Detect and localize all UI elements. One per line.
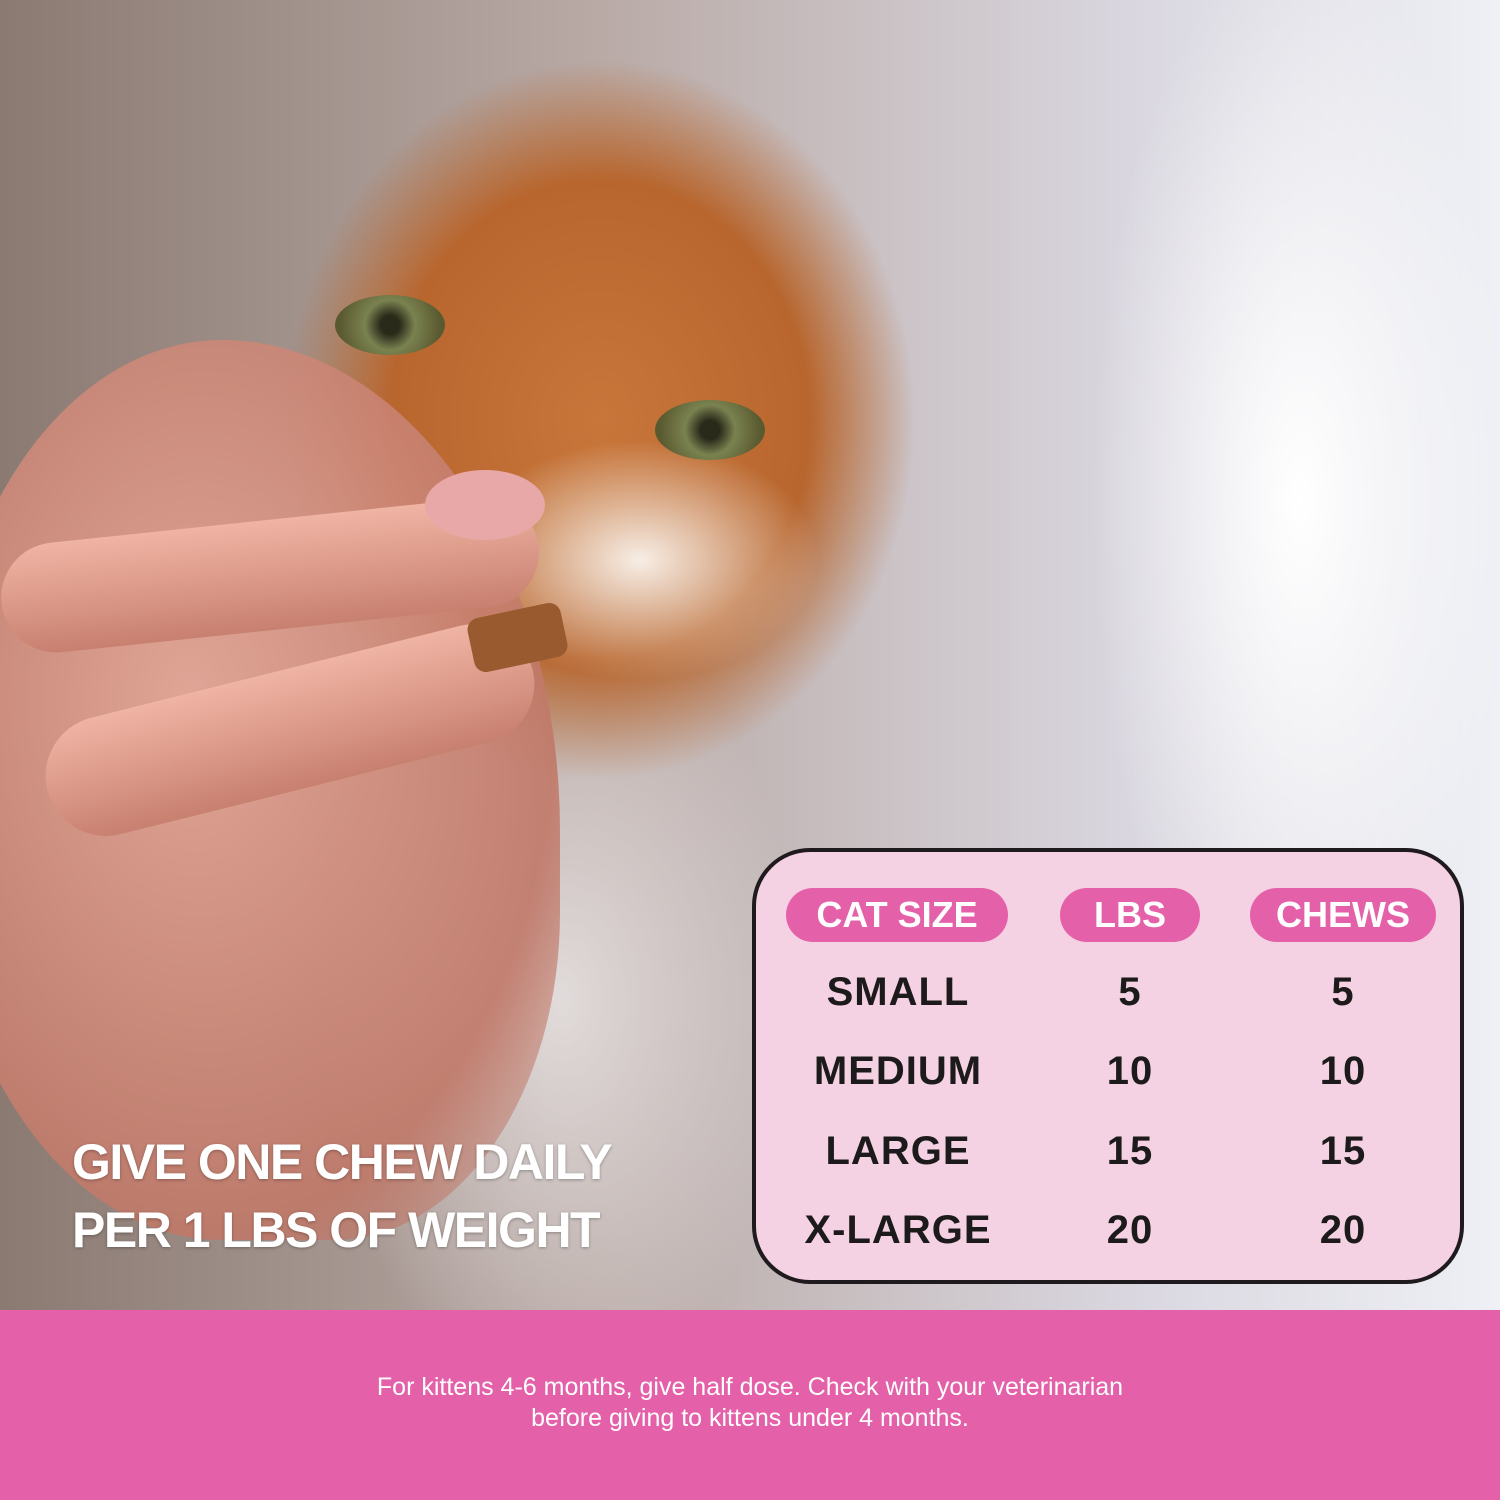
lbs-cell: 20: [1106, 1208, 1154, 1252]
header-cat-size: CAT SIZE: [786, 888, 1008, 942]
header-chews: CHEWS: [1250, 888, 1436, 942]
chews-cell: 15: [1319, 1129, 1367, 1173]
cat-eye: [655, 400, 765, 460]
note-line-1: For kittens 4-6 months, give half dose. …: [376, 1373, 1124, 1401]
cat-size-cell: SMALL: [826, 970, 970, 1014]
dosage-slogan: GIVE ONE CHEW DAILY PER 1 LBS OF WEIGHT: [72, 1128, 613, 1264]
cat-size-cell: LARGE: [825, 1129, 971, 1173]
lbs-cell: 15: [1106, 1129, 1154, 1173]
slogan-line-2: PER 1 LBS OF WEIGHT: [72, 1202, 601, 1258]
slogan-line-1: GIVE ONE CHEW DAILY: [72, 1134, 613, 1190]
header-lbs: LBS: [1060, 888, 1200, 942]
cat-size-cell: MEDIUM: [813, 1049, 983, 1093]
lbs-cell: 10: [1106, 1049, 1154, 1093]
lbs-cell: 5: [1118, 970, 1142, 1014]
kitten-dosage-note: For kittens 4-6 months, give half dose. …: [0, 1372, 1500, 1434]
chews-cell: 5: [1331, 970, 1355, 1014]
cat-eating-chew-photo: [0, 0, 1500, 1310]
dosage-table: CAT SIZE LBS CHEWS SMALL 5 5 MEDIUM 10 1…: [752, 848, 1464, 1284]
cat-eye: [335, 295, 445, 355]
note-line-2: before giving to kittens under 4 months.: [531, 1404, 969, 1432]
chews-cell: 20: [1319, 1208, 1367, 1252]
chews-cell: 10: [1319, 1049, 1367, 1093]
cat-nose: [425, 470, 545, 540]
cat-size-cell: X-LARGE: [804, 1208, 992, 1252]
footer-banner: [0, 1310, 1500, 1500]
